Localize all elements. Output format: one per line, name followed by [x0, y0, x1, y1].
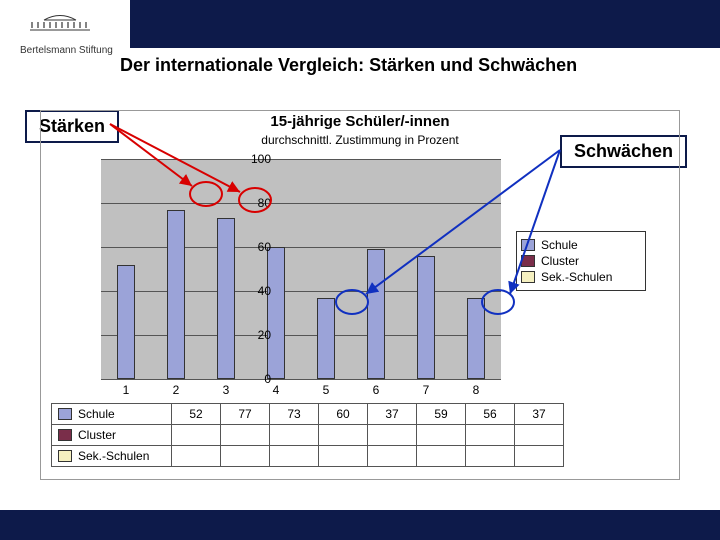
- table-cell: [368, 425, 417, 446]
- bar: [267, 247, 285, 379]
- gridline: [101, 335, 501, 336]
- bar: [167, 210, 185, 379]
- table-cell: [221, 446, 270, 467]
- legend-label: Sek.-Schulen: [541, 270, 612, 284]
- legend-swatch: [521, 271, 535, 283]
- table-series-name: Sek.-Schulen: [78, 449, 149, 463]
- table-cell: [417, 446, 466, 467]
- chart-subtitle: durchschnittl. Zustimmung in Prozent: [41, 133, 679, 147]
- x-tick-label: 1: [116, 383, 136, 397]
- table-series-name: Schule: [78, 407, 115, 421]
- table-row-label: Sek.-Schulen: [52, 446, 172, 467]
- x-tick-label: 7: [416, 383, 436, 397]
- table-cell: 37: [368, 404, 417, 425]
- table-cell: [515, 425, 564, 446]
- y-tick-label: 40: [241, 284, 271, 298]
- legend-row: Cluster: [521, 254, 641, 268]
- table-cell: [466, 425, 515, 446]
- table-cell: 59: [417, 404, 466, 425]
- table-cell: [172, 425, 221, 446]
- plot-area: [101, 159, 501, 379]
- table-cell: 77: [221, 404, 270, 425]
- table-cell: [172, 446, 221, 467]
- bar: [417, 256, 435, 379]
- x-tick-label: 8: [466, 383, 486, 397]
- gridline: [101, 159, 501, 160]
- gridline: [101, 203, 501, 204]
- legend-row: Sek.-Schulen: [521, 270, 641, 284]
- table-row-label: Schule: [52, 404, 172, 425]
- table-cell: 52: [172, 404, 221, 425]
- logo-text: Bertelsmann Stiftung: [20, 45, 113, 56]
- table-cell: [319, 446, 368, 467]
- y-tick-label: 60: [241, 240, 271, 254]
- bar: [217, 218, 235, 379]
- table-cell: [221, 425, 270, 446]
- legend-swatch: [521, 239, 535, 251]
- legend-swatch: [521, 255, 535, 267]
- data-table: Schule5277736037595637ClusterSek.-Schule…: [51, 403, 564, 467]
- bar: [367, 249, 385, 379]
- y-tick-label: 80: [241, 196, 271, 210]
- table-cell: 73: [270, 404, 319, 425]
- table-cell: [466, 446, 515, 467]
- table-cell: 60: [319, 404, 368, 425]
- gridline: [101, 247, 501, 248]
- logo: Bertelsmann Stiftung: [20, 8, 113, 56]
- table-cell: 37: [515, 404, 564, 425]
- x-tick-label: 4: [266, 383, 286, 397]
- legend-label: Cluster: [541, 254, 579, 268]
- top-band: [130, 0, 720, 48]
- table-cell: [270, 425, 319, 446]
- chart-container: 15-jährige Schüler/-innen durchschnittl.…: [40, 110, 680, 480]
- gridline: [101, 379, 501, 380]
- slide-title: Der internationale Vergleich: Stärken un…: [120, 55, 577, 76]
- table-row-label: Cluster: [52, 425, 172, 446]
- bar: [117, 265, 135, 379]
- table-series-name: Cluster: [78, 428, 116, 442]
- x-tick-label: 3: [216, 383, 236, 397]
- x-tick-label: 2: [166, 383, 186, 397]
- legend-label: Schule: [541, 238, 578, 252]
- x-tick-label: 6: [366, 383, 386, 397]
- bar: [467, 298, 485, 379]
- legend-row: Schule: [521, 238, 641, 252]
- bar: [317, 298, 335, 379]
- table-cell: [417, 425, 466, 446]
- table-swatch: [58, 408, 72, 420]
- table-cell: [270, 446, 319, 467]
- x-tick-label: 5: [316, 383, 336, 397]
- table-cell: [515, 446, 564, 467]
- table-cell: 56: [466, 404, 515, 425]
- table-cell: [368, 446, 417, 467]
- table-swatch: [58, 429, 72, 441]
- logo-icon: [20, 8, 100, 38]
- table-cell: [319, 425, 368, 446]
- chart-title: 15-jährige Schüler/-innen: [41, 113, 679, 130]
- y-tick-label: 20: [241, 328, 271, 342]
- legend: Schule Cluster Sek.-Schulen: [516, 231, 646, 291]
- table-swatch: [58, 450, 72, 462]
- bottom-band: [0, 510, 720, 540]
- y-tick-label: 100: [241, 152, 271, 166]
- gridline: [101, 291, 501, 292]
